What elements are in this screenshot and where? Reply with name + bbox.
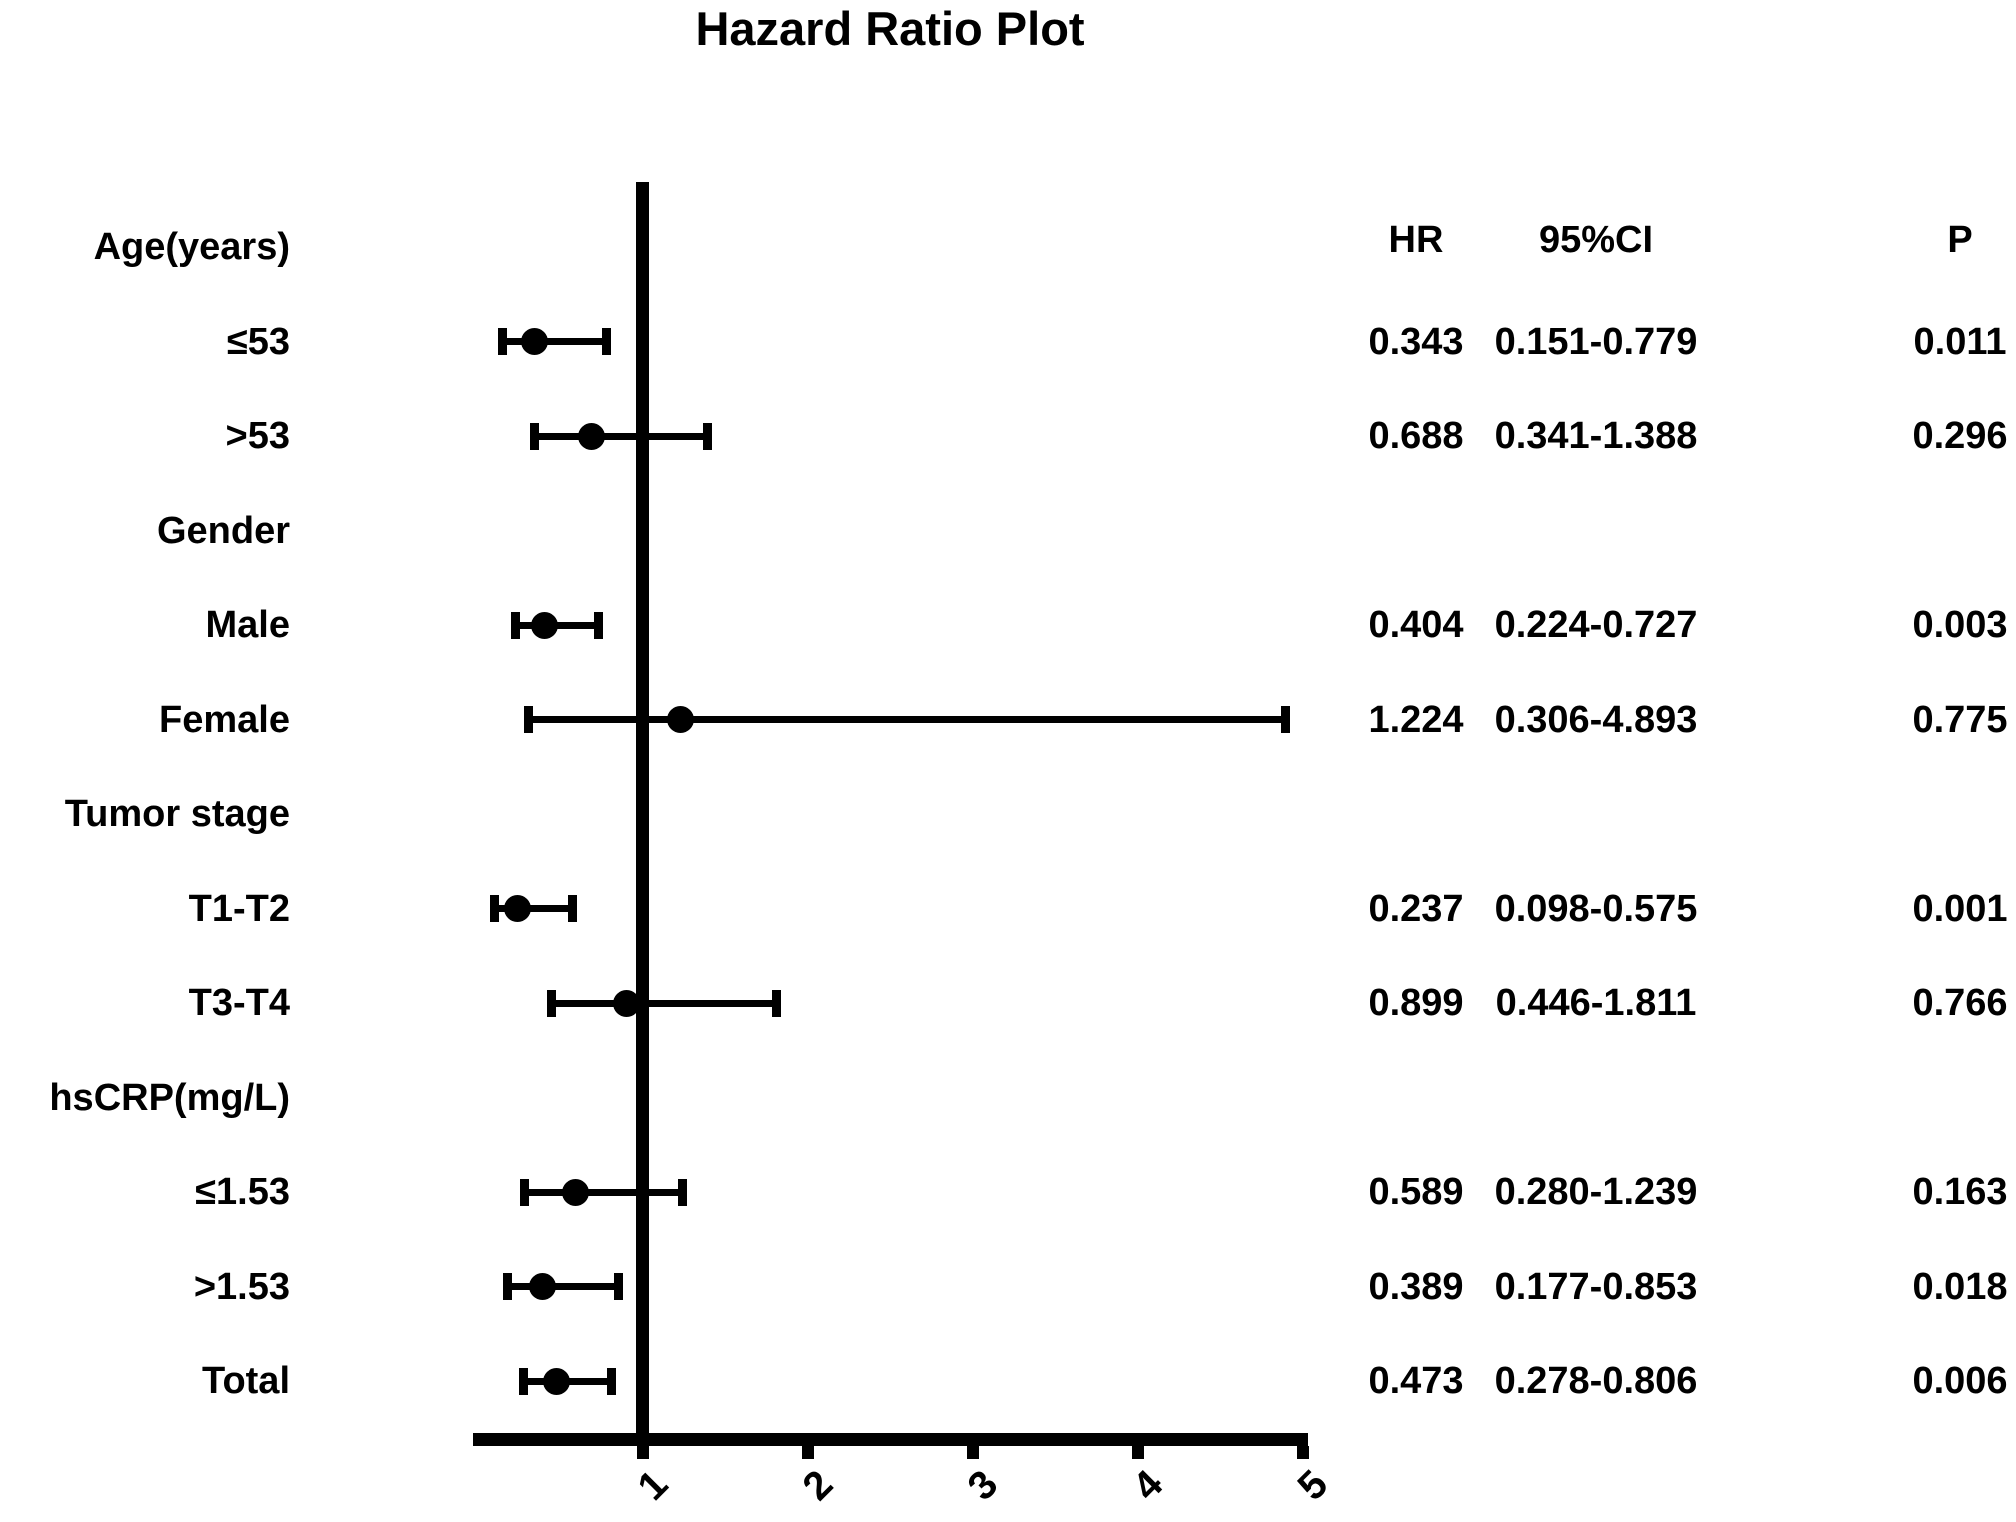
x-axis-tick-label: 3 bbox=[959, 1462, 1007, 1509]
ci-line bbox=[528, 716, 1286, 723]
row-label: >1.53 bbox=[193, 1265, 290, 1308]
ci-cap-left bbox=[498, 328, 508, 355]
ci-line bbox=[494, 905, 573, 912]
ci-cap-left bbox=[519, 1367, 529, 1395]
reference-line bbox=[636, 182, 649, 1446]
ci-value: 0.446-1.811 bbox=[1495, 982, 1697, 1024]
ci-value: 0.224-0.727 bbox=[1494, 604, 1698, 646]
point-marker bbox=[578, 422, 605, 450]
ci-line bbox=[534, 432, 708, 440]
ci-cap-left bbox=[489, 895, 499, 922]
point-marker bbox=[521, 328, 549, 355]
ci-cap-left bbox=[519, 1178, 529, 1206]
ci-line bbox=[502, 338, 607, 345]
x-axis-tick bbox=[1132, 1446, 1144, 1459]
x-axis-tick bbox=[802, 1446, 814, 1459]
row-label: >53 bbox=[225, 415, 290, 457]
group-label: Age(years) bbox=[93, 226, 290, 268]
hr-value: 0.899 bbox=[1368, 982, 1464, 1024]
point-marker bbox=[528, 1273, 556, 1300]
row-label: Female bbox=[159, 698, 290, 741]
x-axis-tick-label: 4 bbox=[1124, 1462, 1172, 1509]
ci-cap-right bbox=[593, 611, 603, 639]
point-marker bbox=[561, 1178, 589, 1206]
ci-cap-left bbox=[510, 611, 520, 639]
ci-value: 0.341-1.388 bbox=[1494, 415, 1698, 457]
ci-cap-right bbox=[1280, 706, 1290, 733]
point-marker bbox=[542, 1367, 570, 1395]
p-value: 0.003 bbox=[1912, 604, 2008, 646]
ci-cap-right bbox=[602, 328, 611, 355]
x-axis-tick-label: 1 bbox=[629, 1462, 677, 1509]
column-header-hr: HR bbox=[1388, 219, 1444, 261]
row-label: Total bbox=[202, 1360, 290, 1402]
ci-cap-right bbox=[614, 1273, 624, 1300]
ci-line bbox=[507, 1283, 619, 1290]
point-marker bbox=[531, 611, 559, 639]
group-label: Gender bbox=[156, 509, 290, 552]
ci-cap-left bbox=[524, 706, 533, 733]
ci-cap-left bbox=[547, 989, 557, 1017]
ci-value: 0.280-1.239 bbox=[1494, 1171, 1698, 1213]
ci-cap-left bbox=[529, 422, 539, 450]
ci-cap-right bbox=[702, 422, 712, 450]
x-axis-tick bbox=[967, 1446, 979, 1459]
group-label: hsCRP(mg/L) bbox=[49, 1076, 290, 1119]
x-axis-tick-label: 5 bbox=[1289, 1462, 1337, 1509]
row-label: ≤1.53 bbox=[195, 1171, 290, 1213]
point-marker bbox=[503, 895, 531, 922]
p-value: 0.018 bbox=[1912, 1265, 2008, 1308]
ci-cap-right bbox=[568, 895, 578, 922]
ci-cap-left bbox=[502, 1273, 512, 1300]
ci-value: 0.306-4.893 bbox=[1494, 698, 1698, 741]
x-axis-tick bbox=[637, 1446, 649, 1459]
column-header-ci: 95%CI bbox=[1538, 219, 1654, 261]
column-header-p: P bbox=[1947, 219, 1973, 261]
p-value: 0.766 bbox=[1912, 982, 2008, 1024]
p-value: 0.296 bbox=[1912, 415, 2008, 457]
ci-cap-right bbox=[677, 1178, 687, 1206]
hr-value: 0.404 bbox=[1368, 604, 1464, 646]
x-axis-tick bbox=[1297, 1446, 1309, 1459]
row-label: ≤53 bbox=[226, 320, 290, 363]
group-label: Tumor stage bbox=[64, 793, 290, 835]
hr-value: 0.473 bbox=[1368, 1360, 1464, 1402]
ci-value: 0.151-0.779 bbox=[1494, 320, 1698, 363]
row-label: T1-T2 bbox=[188, 887, 290, 930]
hr-value: 0.237 bbox=[1368, 887, 1464, 930]
hr-value: 0.389 bbox=[1368, 1265, 1464, 1308]
ci-cap-right bbox=[772, 989, 782, 1017]
p-value: 0.163 bbox=[1912, 1171, 2008, 1213]
x-axis-line bbox=[473, 1433, 1308, 1446]
p-value: 0.001 bbox=[1912, 887, 2008, 930]
chart-title: Hazard Ratio Plot bbox=[695, 2, 1085, 55]
x-axis-tick-label: 2 bbox=[794, 1462, 842, 1509]
row-label: T3-T4 bbox=[188, 982, 290, 1024]
point-marker bbox=[612, 989, 640, 1017]
ci-value: 0.177-0.853 bbox=[1494, 1265, 1698, 1308]
point-marker bbox=[666, 706, 694, 733]
p-value: 0.775 bbox=[1912, 698, 2008, 741]
p-value: 0.006 bbox=[1912, 1360, 2008, 1402]
ci-line bbox=[551, 999, 777, 1007]
hr-value: 0.688 bbox=[1368, 415, 1464, 457]
ci-line bbox=[524, 1188, 683, 1196]
ci-value: 0.098-0.575 bbox=[1494, 887, 1698, 930]
ci-value: 0.278-0.806 bbox=[1494, 1360, 1698, 1402]
p-value: 0.011 bbox=[1913, 320, 2007, 363]
hr-value: 0.343 bbox=[1368, 320, 1464, 363]
hr-value: 1.224 bbox=[1368, 698, 1464, 741]
hr-value: 0.589 bbox=[1368, 1171, 1464, 1213]
ci-cap-right bbox=[606, 1367, 616, 1395]
row-label: Male bbox=[205, 604, 290, 646]
